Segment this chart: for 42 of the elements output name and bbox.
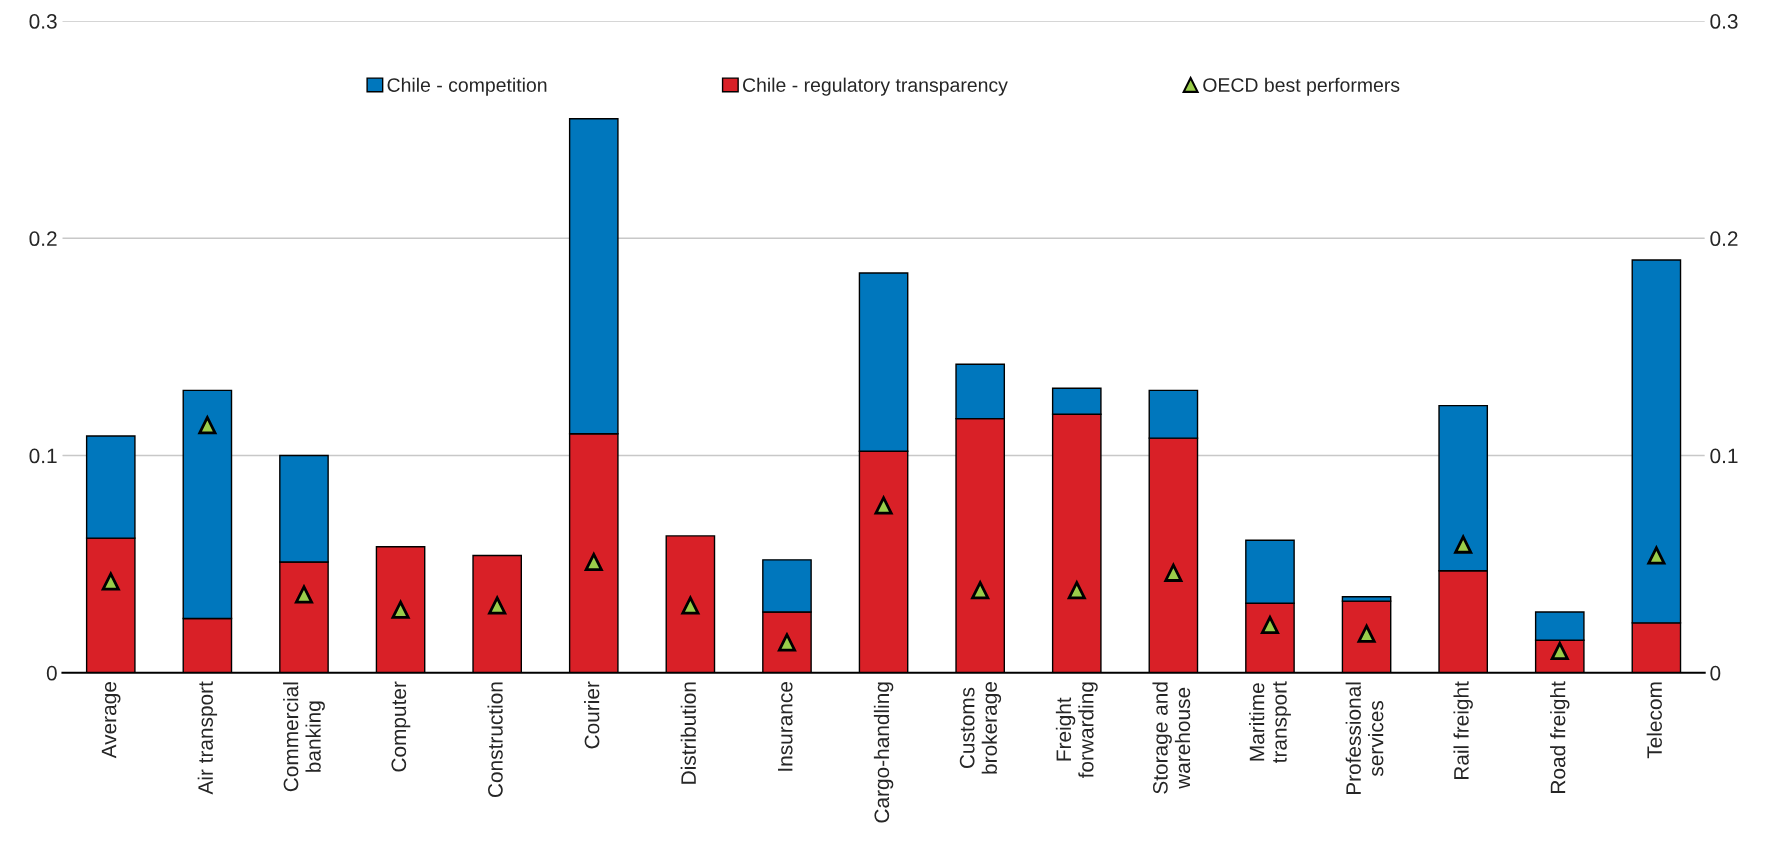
- x-tick-label: Road freight: [1550, 681, 1570, 793]
- legend-label: Chile - competition: [387, 77, 547, 96]
- y2-tick-label: 0.3: [1710, 14, 1738, 29]
- y2-tick-label: 0.1: [1710, 448, 1738, 464]
- y-tick-label: 0.2: [29, 231, 57, 247]
- x-tick-label: Storage and warehouse: [1152, 682, 1191, 794]
- y-tick-label: 0.1: [29, 448, 57, 464]
- point: [294, 585, 313, 604]
- x-tick-label: Construction: [487, 682, 503, 798]
- x-tick-label: Commercial banking: [283, 682, 325, 792]
- x-tick-label: Professional services: [1345, 682, 1384, 795]
- point: [681, 596, 700, 615]
- y-tick-label: 0: [46, 665, 57, 681]
- y2-tick-label: 0.2: [1710, 231, 1738, 247]
- x-tick-label: Maritime transport: [1249, 681, 1291, 764]
- x-tick-label: Freight forwarding: [1055, 682, 1098, 779]
- point: [488, 596, 507, 615]
- point: [874, 496, 893, 515]
- x-tick-label: Distribution: [680, 682, 696, 784]
- point: [391, 600, 410, 619]
- x-tick-label: Insurance: [778, 682, 793, 771]
- y-tick-label: 0.3: [29, 14, 57, 29]
- point: [971, 581, 990, 600]
- x-tick-label: Computer: [391, 681, 411, 772]
- x-tick-label: Average: [101, 682, 121, 759]
- legend-label: Chile - regulatory transparency: [743, 77, 1008, 96]
- point: [1067, 581, 1086, 600]
- y2-tick-label: 0: [1710, 665, 1721, 681]
- x-tick-label: Air transport: [197, 681, 218, 795]
- point: [1260, 615, 1279, 635]
- x-tick-label: Telecom: [1646, 682, 1662, 759]
- x-tick-label: Rail freight: [1453, 681, 1473, 779]
- legend-label: OECD best performers: [1203, 77, 1400, 96]
- point: [1454, 535, 1473, 554]
- x-tick-label: Cargo-handling: [873, 682, 894, 823]
- point: [198, 416, 217, 435]
- point: [1647, 546, 1666, 565]
- point: [101, 570, 121, 591]
- x-tick-label: Courier: [584, 681, 600, 749]
- x-tick-label: Customs brokerage: [959, 682, 1002, 774]
- point: [1164, 563, 1183, 582]
- point: [584, 552, 603, 572]
